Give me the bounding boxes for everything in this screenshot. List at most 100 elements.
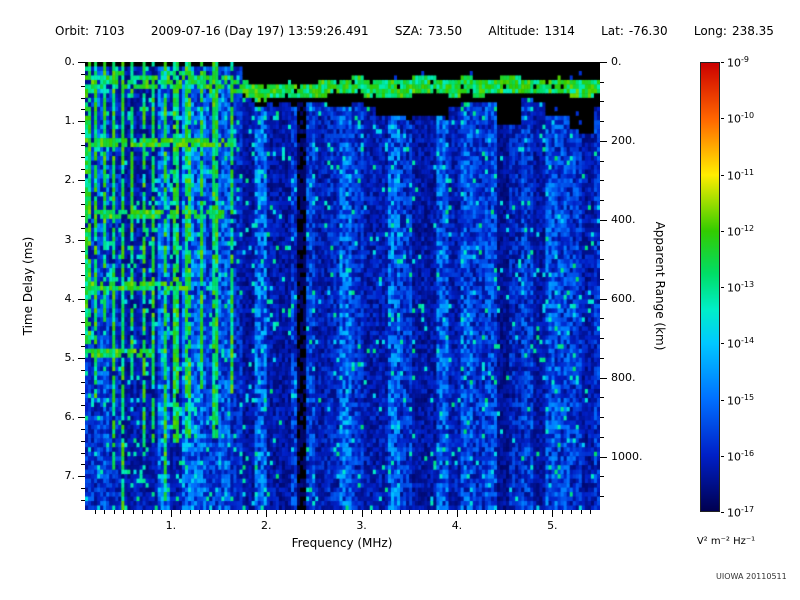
- y-axis-minor-tick: [81, 334, 85, 336]
- colorbar-tick-label: 10-14: [727, 336, 755, 351]
- y-axis-minor-tick: [81, 97, 85, 99]
- x-axis-minor-tick: [189, 510, 191, 514]
- header-info: Orbit: 7103 2009-07-16 (Day 197) 13:59:26…: [55, 24, 774, 38]
- y-axis-minor-tick: [81, 428, 85, 430]
- y-axis-label-right: Apparent Range (km): [653, 221, 667, 351]
- colorbar: [700, 62, 720, 512]
- y-tick-label: 4.: [64, 291, 76, 305]
- range-axis-minor-tick: [600, 318, 604, 320]
- x-axis-tick: [456, 510, 458, 517]
- x-axis-minor-tick: [495, 510, 497, 514]
- spectrogram-canvas: [85, 62, 600, 510]
- x-axis-minor-tick: [104, 510, 106, 514]
- colorbar-tick: [721, 399, 724, 401]
- range-tick-label: 600.: [611, 291, 636, 305]
- altitude-field: Altitude: 1314: [488, 24, 574, 38]
- x-axis-minor-tick: [199, 510, 201, 514]
- range-axis-minor-tick: [600, 476, 604, 478]
- datetime-value: 2009-07-16 (Day 197) 13:59:26.491: [150, 24, 369, 38]
- latitude-field: Lat: -76.30: [601, 24, 667, 38]
- y-axis-minor-tick: [81, 452, 85, 454]
- datetime-field: 2009-07-16 (Day 197) 13:59:26.491: [151, 24, 369, 38]
- x-axis-minor-tick: [294, 510, 296, 514]
- x-axis-minor-tick: [399, 510, 401, 514]
- x-axis-minor-tick: [437, 510, 439, 514]
- x-axis-minor-tick: [504, 510, 506, 514]
- y-axis-minor-tick: [81, 310, 85, 312]
- y-tick-label: 0.: [64, 55, 76, 68]
- y-axis-tick: [78, 476, 85, 478]
- colorbar-tick: [721, 287, 724, 288]
- x-axis-minor-tick: [409, 510, 411, 514]
- x-axis-minor-tick: [218, 510, 220, 514]
- sza-field: SZA: 73.50: [395, 24, 462, 38]
- y-axis-minor-tick: [81, 286, 85, 288]
- y-axis-label-left: Time Delay (ms): [21, 236, 35, 336]
- x-axis-minor-tick: [523, 510, 525, 514]
- credit-text: UIOWA 20110511: [716, 572, 787, 581]
- y-axis-minor-tick: [81, 215, 85, 217]
- x-axis-tick: [170, 510, 172, 517]
- y-tick-label: 5.: [64, 350, 76, 364]
- colorbar-tick-label: 10-11: [727, 167, 755, 183]
- y-axis-minor-tick: [81, 133, 85, 135]
- range-axis-minor-tick: [600, 495, 604, 497]
- range-axis-tick: [600, 377, 607, 379]
- x-axis-minor-tick: [304, 510, 306, 514]
- x-axis-minor-tick: [132, 510, 134, 514]
- range-axis-minor-tick: [600, 121, 604, 123]
- x-axis-label: Frequency (MHz): [291, 536, 393, 550]
- y-axis-minor-tick: [81, 263, 85, 265]
- x-axis-minor-tick: [151, 510, 153, 514]
- y-axis-minor-tick: [81, 168, 85, 170]
- y-axis-tick: [78, 180, 85, 182]
- range-axis-minor-tick: [600, 397, 604, 399]
- y-tick-label: 2.: [64, 173, 76, 187]
- colorbar-units: V² m⁻² Hz⁻¹: [696, 536, 756, 547]
- x-axis-tick: [552, 510, 554, 517]
- x-axis-minor-tick: [380, 510, 382, 514]
- range-axis-minor-tick: [600, 101, 604, 103]
- orbit-label: Orbit:: [55, 24, 90, 38]
- y-axis-minor-tick: [81, 192, 85, 194]
- colorbar-tick: [721, 118, 724, 120]
- x-axis-minor-tick: [94, 510, 96, 514]
- altitude-value: 1314: [544, 24, 575, 38]
- latitude-value: -76.30: [628, 24, 668, 38]
- colorbar-tick-label: 10-16: [727, 448, 755, 464]
- x-axis-minor-tick: [208, 510, 210, 514]
- y-axis-tick: [78, 121, 85, 123]
- range-axis-tick: [600, 62, 607, 63]
- x-axis-minor-tick: [180, 510, 182, 514]
- sza-value: 73.50: [427, 24, 463, 38]
- colorbar-tick: [721, 455, 724, 457]
- colorbar-tick-label: 10-17: [727, 505, 755, 520]
- x-axis-minor-tick: [447, 510, 449, 514]
- x-tick-label: 2.: [260, 519, 272, 532]
- x-axis-minor-tick: [332, 510, 334, 514]
- x-axis-minor-tick: [275, 510, 277, 514]
- range-axis-minor-tick: [600, 436, 604, 438]
- x-axis-minor-tick: [580, 510, 582, 514]
- x-axis-minor-tick: [313, 510, 315, 514]
- y-axis-minor-tick: [81, 488, 85, 490]
- y-tick-label: 3.: [64, 232, 76, 246]
- sza-label: SZA:: [394, 24, 423, 38]
- x-axis-minor-tick: [561, 510, 563, 514]
- x-axis-minor-tick: [476, 510, 478, 514]
- y-axis-minor-tick: [81, 227, 85, 229]
- y-axis-minor-tick: [81, 156, 85, 158]
- x-axis-minor-tick: [247, 510, 249, 514]
- y-axis-minor-tick: [81, 85, 85, 87]
- range-axis-tick: [600, 219, 607, 221]
- x-axis-tick: [361, 510, 363, 517]
- y-axis-minor-tick: [81, 275, 85, 277]
- x-axis-minor-tick: [161, 510, 163, 514]
- range-tick-label: 800.: [611, 370, 636, 384]
- y-axis-minor-tick: [81, 464, 85, 466]
- range-tick-label: 400.: [611, 212, 636, 226]
- colorbar-tick: [721, 174, 724, 176]
- y-axis-minor-tick: [81, 393, 85, 395]
- range-axis-minor-tick: [600, 417, 604, 419]
- x-axis-minor-tick: [418, 510, 420, 514]
